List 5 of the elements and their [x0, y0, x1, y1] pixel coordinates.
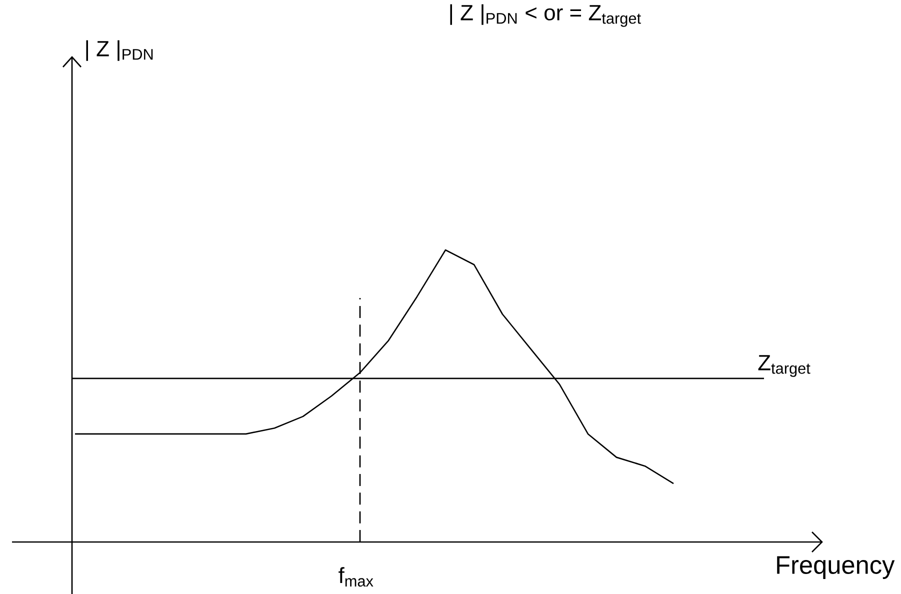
- x-axis-title: Frequency: [777, 556, 895, 579]
- text: f$_{max}$: [338, 567, 374, 587]
- chart-title: | Z |$_{PDN}$ < or = Z$_{target}$: [450, 4, 641, 27]
- text: | Z |$_{PDN}$: [86, 40, 153, 61]
- ref-line-label: Z$_{target}$: [758, 355, 810, 377]
